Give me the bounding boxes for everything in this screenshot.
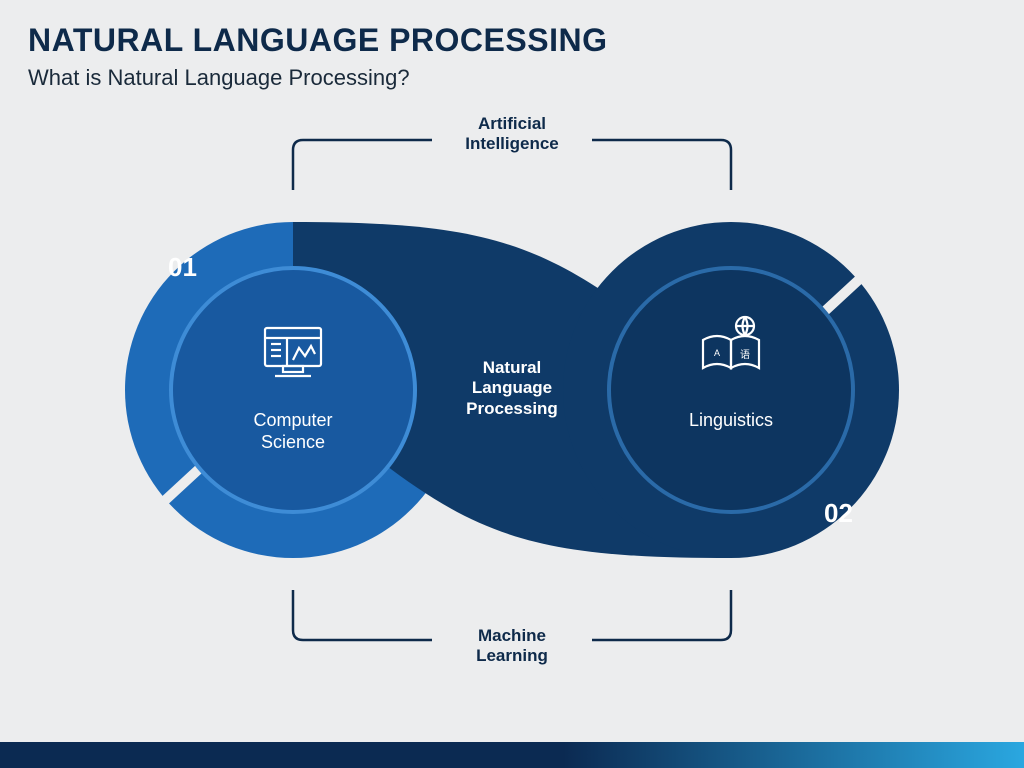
- center-label: Natural Language Processing: [452, 358, 572, 419]
- left-inner-circle: [171, 268, 415, 512]
- right-circle-label-line1: Linguistics: [671, 410, 791, 432]
- left-number: 01: [168, 252, 197, 283]
- center-label-line3: Processing: [452, 399, 572, 419]
- diagram-stage: A 语 Artificial Intelligence Machine Lear…: [0, 110, 1024, 730]
- center-label-line1: Natural: [452, 358, 572, 378]
- page-subtitle: What is Natural Language Processing?: [28, 65, 996, 91]
- top-label-line1: Artificial: [438, 114, 586, 134]
- center-label-line2: Language: [452, 378, 572, 398]
- left-circle-label: Computer Science: [233, 410, 353, 453]
- bottom-bracket-label: Machine Learning: [432, 626, 592, 665]
- page-title: NATURAL LANGUAGE PROCESSING: [28, 22, 996, 59]
- top-label-line2: Intelligence: [438, 134, 586, 154]
- footer-bar: [0, 742, 1024, 768]
- right-inner-circle: [609, 268, 853, 512]
- right-number: 02: [824, 498, 853, 529]
- bottom-label-line2: Learning: [438, 646, 586, 666]
- left-circle-label-line1: Computer: [233, 410, 353, 432]
- left-circle-label-line2: Science: [233, 432, 353, 454]
- right-circle-label: Linguistics: [671, 410, 791, 432]
- svg-text:语: 语: [740, 349, 750, 361]
- bottom-label-line1: Machine: [438, 626, 586, 646]
- top-bracket-label: Artificial Intelligence: [432, 114, 592, 153]
- svg-text:A: A: [714, 348, 720, 358]
